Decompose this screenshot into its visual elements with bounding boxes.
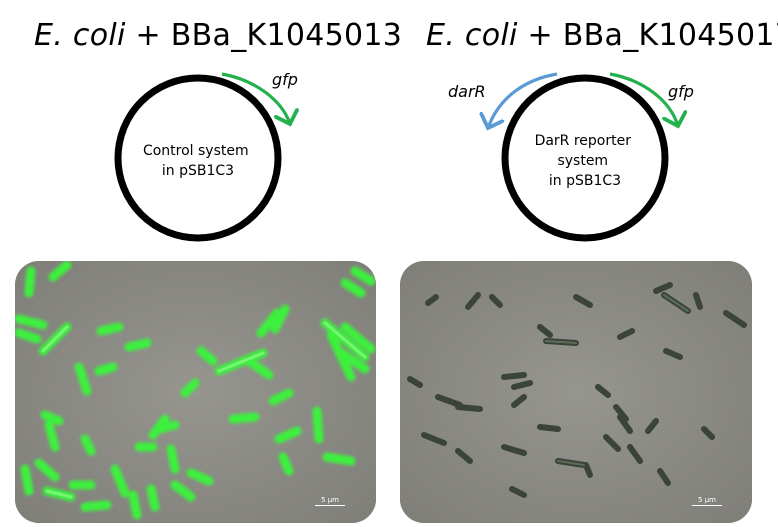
left-title: E. coli + BBa_K1045013 (34, 18, 402, 53)
right-gfp-label: gfp (668, 82, 694, 101)
right-title-part: + BBa_K1045017 (517, 18, 778, 53)
left-cell-group (15, 261, 376, 520)
right-cell-group (407, 282, 747, 498)
left-plasmid-label-line: Control system (143, 143, 249, 159)
left-gfp-arrow (221, 72, 290, 124)
right-scale-bar-label: 5 μm (698, 496, 716, 504)
right-plasmid-label-line: system (557, 153, 608, 169)
right-scale-bar: 5 μm (692, 496, 722, 506)
left-plasmid-label: Control system in pSB1C3 (143, 143, 253, 179)
left-micrograph: 5 μm (15, 261, 376, 523)
right-title: E. coli + BBa_K1045017 (426, 18, 778, 53)
left-scale-bar: 5 μm (315, 496, 345, 506)
right-plasmid-label-line: DarR reporter (535, 133, 632, 149)
left-scale-bar-label: 5 μm (321, 496, 339, 504)
left-micrograph-cells (15, 261, 376, 523)
plasmid-diagrams: gfp Control system in pSB1C3 darR gfp Da… (114, 70, 694, 242)
left-cell-highlights (41, 321, 367, 499)
right-cell-halos (545, 294, 689, 466)
right-darR-arrow (488, 72, 558, 128)
right-micrograph-cells (400, 261, 752, 523)
right-scale-bar-line (692, 505, 722, 506)
right-title-organism: E. coli (426, 18, 518, 53)
left-scale-bar-line (315, 505, 345, 506)
right-gfp-arrow (609, 72, 678, 126)
left-title-part: + BBa_K1045013 (125, 18, 403, 53)
right-plasmid-label: DarR reporter system in pSB1C3 (535, 133, 636, 189)
right-darR-label: darR (448, 82, 486, 101)
left-plasmid-label-line: in pSB1C3 (162, 163, 234, 179)
right-plasmid-ring (501, 74, 669, 242)
left-plasmid-ring (114, 74, 282, 242)
left-gfp-label: gfp (272, 70, 298, 89)
left-title-organism: E. coli (34, 18, 126, 53)
right-micrograph: 5 μm (400, 261, 752, 523)
right-plasmid-label-line: in pSB1C3 (549, 173, 621, 189)
